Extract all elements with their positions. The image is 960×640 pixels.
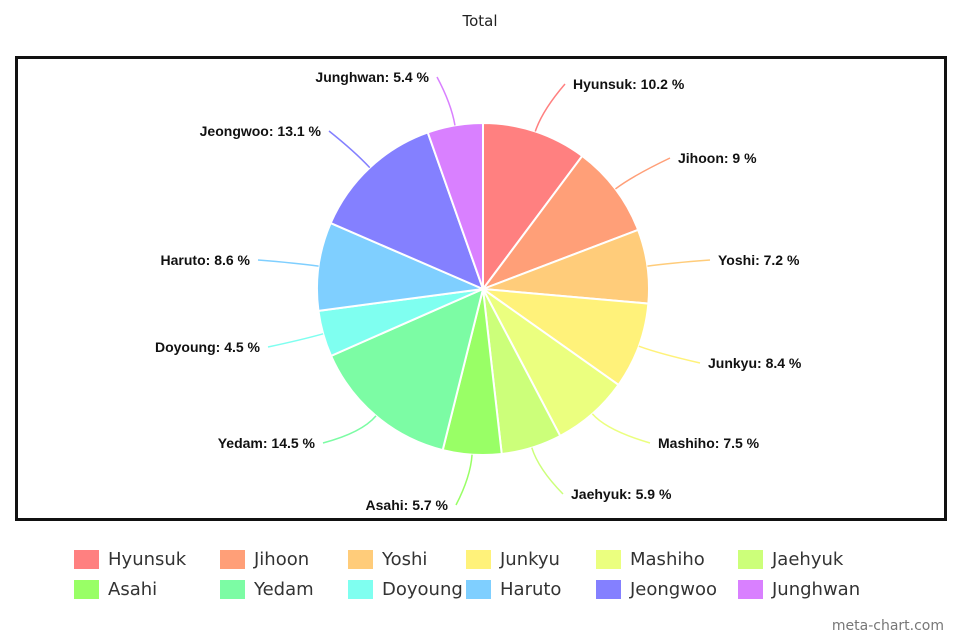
legend-label: Yedam	[254, 578, 314, 600]
legend-label: Doyoung	[382, 578, 463, 600]
leader-line-junkyu	[638, 345, 701, 364]
pie-slice-jihoon	[480, 154, 640, 292]
chart-frame: Hyunsuk: 10.2 % Jihoon: 9 % Yoshi: 7.2 % Ju…	[15, 56, 947, 521]
data-label-junghwan: Junghwan: 5.4 %	[315, 69, 429, 85]
data-label-jihoon: Jihoon: 9 %	[678, 150, 757, 166]
legend-item-junghwan[interactable]: Junghwan	[738, 577, 860, 601]
pie-slice-junkyu	[479, 287, 650, 387]
legend-item-jihoon[interactable]: Jihoon	[220, 547, 309, 571]
legend-swatch	[348, 579, 373, 599]
legend-swatch	[596, 579, 621, 599]
data-label-yedam: Yedam: 14.5 %	[218, 435, 316, 451]
data-label-junkyu: Junkyu: 8.4 %	[708, 355, 802, 371]
legend-item-doyoung[interactable]: Doyoung	[348, 577, 463, 601]
data-label-yoshi: Yoshi: 7.2 %	[718, 252, 800, 268]
legend-label: Jihoon	[254, 548, 310, 570]
leader-line-junghwan	[436, 76, 456, 126]
pie-slice-yedam	[329, 287, 485, 452]
legend-item-mashiho[interactable]: Mashiho	[596, 547, 705, 571]
chart-title: Total	[462, 12, 498, 30]
legend-item-yoshi[interactable]: Yoshi	[348, 547, 427, 571]
legend-swatch	[74, 579, 99, 599]
leader-line-yedam	[322, 415, 377, 444]
legend-swatch	[596, 549, 621, 569]
legend-swatch	[74, 549, 99, 569]
legend-swatch	[466, 549, 491, 569]
watermark: meta-chart.com	[831, 618, 944, 634]
legend-item-asahi[interactable]: Asahi	[74, 577, 157, 601]
legend-item-jaehyuk[interactable]: Jaehyuk	[738, 547, 843, 571]
legend-item-junkyu[interactable]: Junkyu	[466, 547, 560, 571]
data-label-doyoung: Doyoung: 4.5 %	[155, 339, 261, 355]
legend-item-yedam[interactable]: Yedam	[220, 577, 314, 601]
data-label-jeongwoo: Jeongwoo: 13.1 %	[200, 123, 322, 139]
pie-slice-jeongwoo	[329, 131, 485, 291]
pie-slice-haruto	[316, 221, 487, 312]
leader-line-yoshi	[647, 259, 711, 267]
data-label-haruto: Haruto: 8.6 %	[161, 252, 251, 268]
legend-label: Haruto	[500, 578, 562, 600]
data-label-hyunsuk: Hyunsuk: 10.2 %	[573, 76, 685, 92]
leader-line-jihoon	[614, 157, 671, 190]
data-label-mashiho: Mashiho: 7.5 %	[658, 435, 760, 451]
legend-label: Jaehyuk	[772, 548, 844, 570]
leader-line-doyoung	[267, 333, 324, 348]
legend-swatch	[220, 579, 245, 599]
pie-slice-hyunsuk	[482, 121, 584, 293]
leader-line-jaehyuk	[531, 447, 564, 495]
leader-line-haruto	[257, 259, 319, 267]
legend-item-jeongwoo[interactable]: Jeongwoo	[596, 577, 717, 601]
legend-swatch	[466, 579, 491, 599]
legend-label: Yoshi	[382, 548, 428, 570]
pie-slice-junghwan	[426, 121, 484, 290]
legend-swatch	[738, 579, 763, 599]
data-label-jaehyuk: Jaehyuk: 5.9 %	[571, 486, 672, 502]
legend-item-haruto[interactable]: Haruto	[466, 577, 561, 601]
pie-chart: Hyunsuk: 10.2 % Jihoon: 9 % Yoshi: 7.2 % Ju…	[155, 69, 802, 513]
legend-item-hyunsuk[interactable]: Hyunsuk	[74, 547, 186, 571]
leader-line-hyunsuk	[534, 83, 566, 132]
leader-line-mashiho	[591, 413, 651, 444]
legend-label: Jeongwoo	[630, 578, 717, 600]
legend-label: Hyunsuk	[108, 548, 187, 570]
legend-swatch	[348, 549, 373, 569]
data-label-asahi: Asahi: 5.7 %	[366, 497, 449, 513]
legend-swatch	[220, 549, 245, 569]
legend-swatch	[738, 549, 763, 569]
legend-label: Mashiho	[630, 548, 705, 570]
legend-label: Junkyu	[500, 548, 560, 570]
leader-line-jeongwoo	[328, 130, 371, 169]
legend-label: Junghwan	[772, 578, 861, 600]
legend-label: Asahi	[108, 578, 158, 600]
leader-line-asahi	[455, 454, 473, 506]
